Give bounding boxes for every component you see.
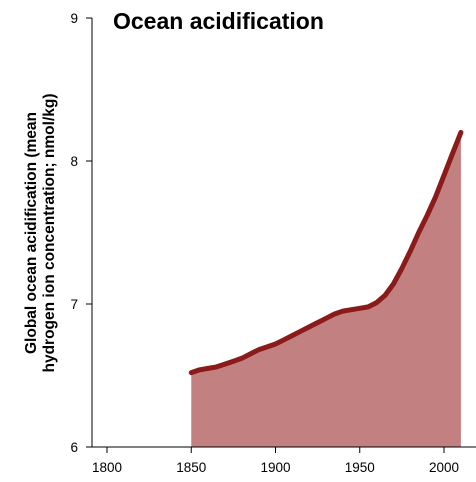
chart-title: Ocean acidification bbox=[113, 8, 324, 34]
x-tick-label: 1950 bbox=[345, 460, 375, 475]
y-tick-label: 9 bbox=[70, 11, 78, 26]
y-tick-label: 7 bbox=[70, 297, 78, 312]
y-axis-label: Global ocean acidification (mean hydroge… bbox=[23, 94, 58, 373]
y-axis-label-line-1: Global ocean acidification (mean bbox=[23, 112, 40, 354]
x-tick-label: 1800 bbox=[92, 460, 122, 475]
y-axis-label-line-2: hydrogen ion concentration; nmol/kg) bbox=[41, 94, 58, 373]
plot-area bbox=[188, 129, 464, 447]
y-tick-label: 8 bbox=[70, 154, 78, 169]
x-tick-label: 1900 bbox=[260, 460, 290, 475]
y-axis-ticks: 6 7 8 9 bbox=[70, 11, 92, 455]
series-line bbox=[188, 129, 464, 376]
x-axis-ticks: 1800 1850 1900 1950 2000 bbox=[92, 447, 459, 475]
x-tick-label: 1850 bbox=[176, 460, 206, 475]
x-tick-label: 2000 bbox=[429, 460, 459, 475]
series-area-fill bbox=[191, 132, 461, 447]
y-tick-label: 6 bbox=[70, 440, 78, 455]
